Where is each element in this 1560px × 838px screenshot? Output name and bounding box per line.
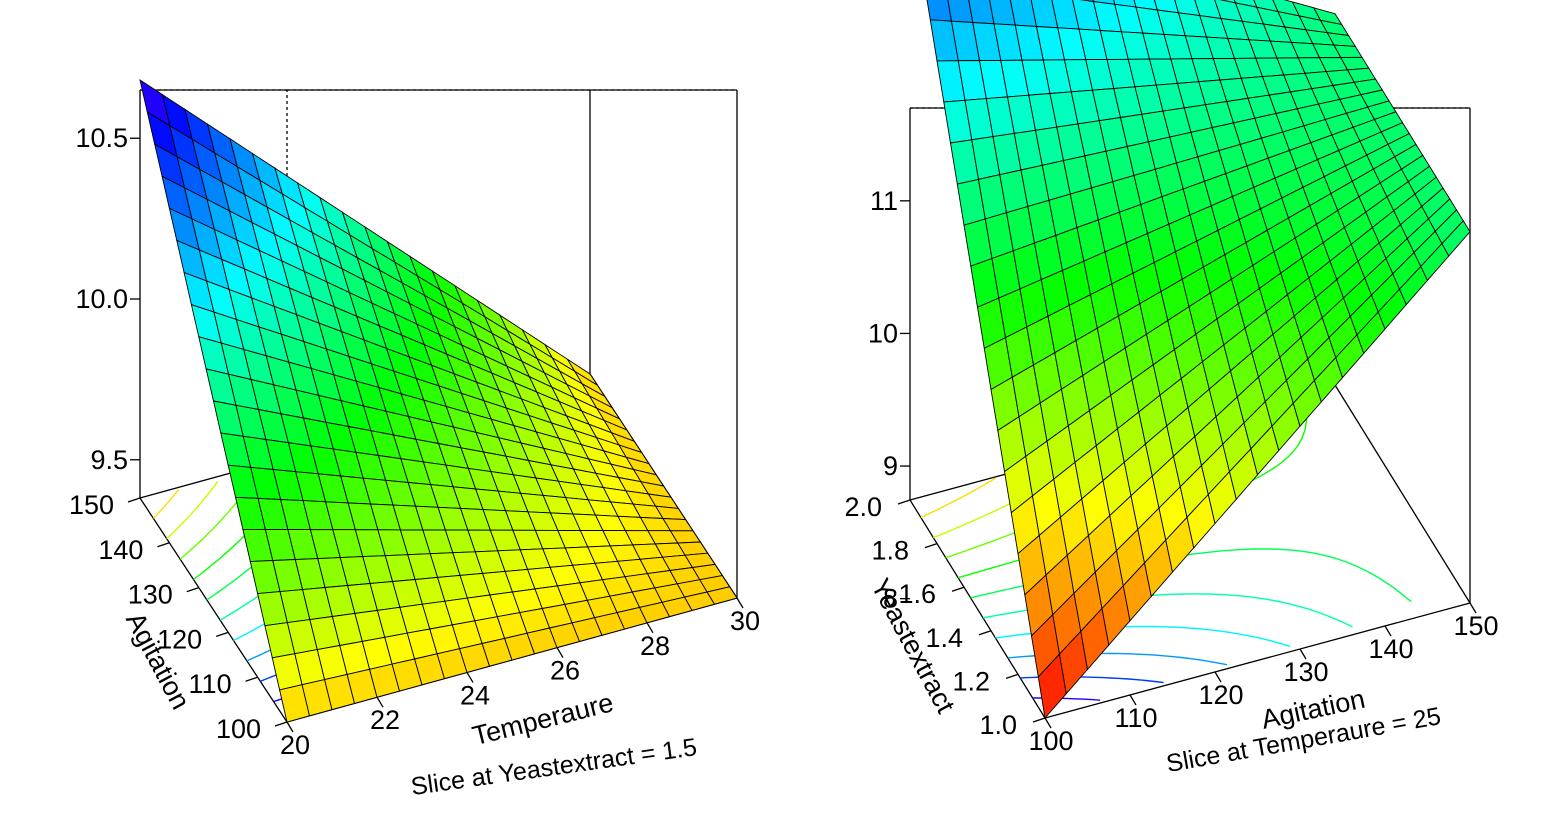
surface-cell (926, 0, 953, 22)
x-tick (556, 647, 564, 658)
y-tick-label: 1.0 (979, 710, 1017, 740)
y-tick-label: 1.8 (871, 536, 909, 566)
x-tick-label: 24 (460, 680, 490, 710)
y-tick-label: 1.2 (952, 666, 990, 696)
x-tick-label: 100 (1028, 726, 1073, 756)
x-tick (646, 622, 654, 634)
x-tick (376, 696, 384, 708)
y-tick (245, 676, 258, 682)
x-tick (1384, 625, 1392, 637)
box-edge (909, 499, 1046, 719)
z-tick-label: 10.0 (75, 284, 128, 314)
y-tick (127, 497, 141, 503)
y-tick-label: 120 (157, 624, 202, 654)
contour-line (166, 480, 219, 540)
z-tick-label: 10 (868, 318, 898, 348)
y-tick (978, 630, 992, 636)
z-tick-label: 10.5 (75, 123, 128, 153)
y-tick (157, 542, 170, 548)
contour-line (920, 477, 997, 519)
x-tick (1214, 671, 1222, 683)
y-tick-label: 130 (128, 580, 173, 610)
surface-cell (706, 586, 738, 605)
x-tick-label: 20 (280, 730, 310, 760)
x-tick-label: 150 (1453, 611, 1498, 641)
y-tick-label: 150 (69, 490, 114, 520)
y-axis-title: Agitation (120, 607, 196, 714)
surface-panel-right (897, 0, 1477, 729)
y-tick-label: 2.0 (844, 492, 882, 522)
y-tick (1005, 673, 1019, 680)
x-axis-title: Temperaure (469, 687, 616, 751)
y-tick-label: 110 (189, 669, 232, 699)
y-tick (924, 542, 938, 549)
y-tick (274, 721, 288, 727)
slice-caption: Slice at Yeastextract = 1.5 (409, 733, 698, 801)
y-tick (1032, 717, 1046, 723)
box-edge (1334, 384, 1471, 604)
x-tick-label: 140 (1368, 634, 1413, 664)
z-tick-label: 9 (883, 451, 898, 481)
box-edge (1044, 602, 1471, 719)
y-tick (186, 586, 200, 593)
x-tick-label: 130 (1283, 657, 1328, 687)
x-tick (1469, 602, 1477, 614)
y-tick (215, 631, 229, 638)
x-tick-label: 22 (370, 705, 400, 735)
x-tick-label: 30 (730, 606, 760, 636)
y-tick-label: 140 (98, 535, 143, 565)
surface-cell (1441, 220, 1471, 257)
x-tick (466, 672, 474, 683)
x-tick (736, 597, 744, 609)
y-tick (951, 586, 965, 592)
x-tick-label: 26 (550, 656, 580, 686)
x-tick (1299, 648, 1307, 660)
x-tick (286, 721, 294, 733)
y-tick (897, 499, 911, 505)
contour-line (152, 489, 180, 519)
z-tick-label: 11 (870, 186, 898, 216)
y-tick-label: 1.6 (898, 579, 936, 609)
z-tick-label: 9.5 (90, 445, 128, 475)
x-tick (1129, 694, 1137, 706)
y-tick-label: 100 (216, 714, 261, 744)
x-tick (1044, 717, 1052, 729)
y-tick-label: 1.4 (925, 623, 963, 653)
x-tick-label: 110 (1114, 703, 1157, 733)
z-tick-label: 8 (883, 584, 898, 614)
surface-panel-left (127, 79, 744, 733)
box-edge (139, 497, 288, 723)
x-tick-label: 120 (1198, 680, 1243, 710)
x-tick-label: 28 (640, 631, 670, 661)
